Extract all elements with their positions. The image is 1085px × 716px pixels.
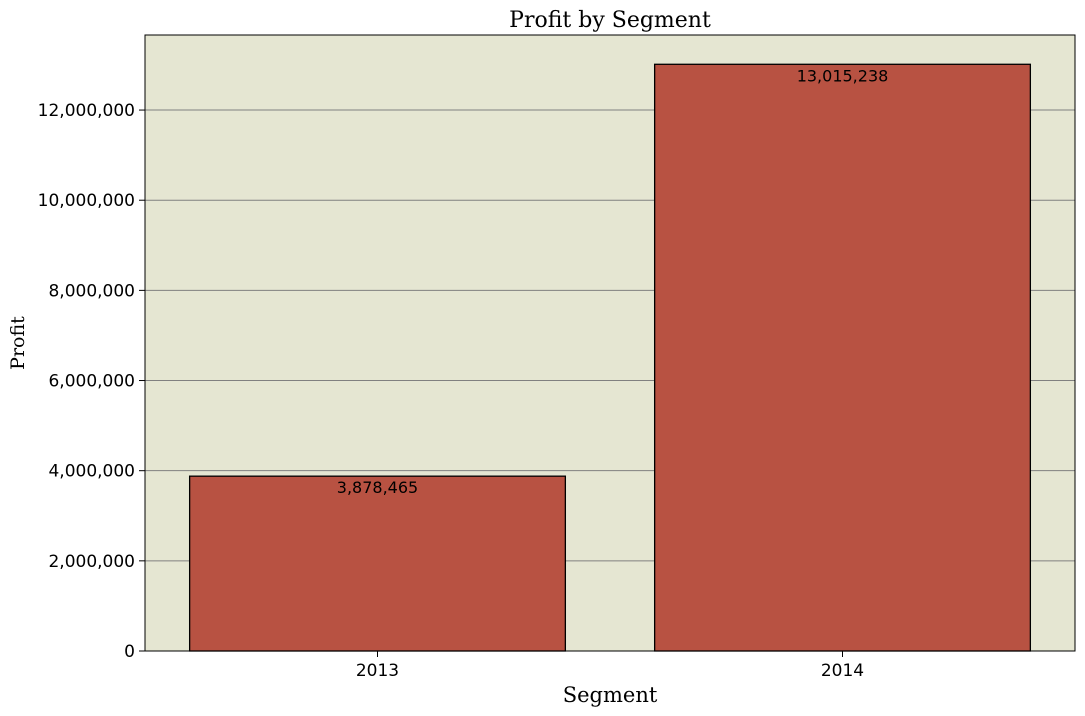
data-label-2014: 13,015,238 xyxy=(797,66,889,85)
y-tick-label: 0 xyxy=(124,642,135,662)
y-tick-label: 8,000,000 xyxy=(48,281,135,301)
y-tick-label: 2,000,000 xyxy=(48,552,135,572)
data-label-2013: 3,878,465 xyxy=(337,478,418,497)
bar-2013 xyxy=(188,475,567,652)
x-axis-label: Segment xyxy=(563,683,658,707)
y-axis-ticks: 0 2,000,000 4,000,000 6,000,000 8,000,000 10,… xyxy=(38,101,145,662)
bars xyxy=(188,63,1032,652)
y-tick-label: 6,000,000 xyxy=(48,372,135,392)
data-labels: 3,878,465 13,015,238 xyxy=(337,66,889,497)
x-tick-label: 2014 xyxy=(821,661,864,681)
y-tick-label: 4,000,000 xyxy=(48,462,135,482)
y-axis-label: Profit xyxy=(7,316,29,370)
x-tick-label: 2013 xyxy=(356,661,399,681)
plot-frame xyxy=(144,34,1076,652)
x-axis-ticks: 2013 2014 xyxy=(356,651,864,681)
y-tick-label: 12,000,000 xyxy=(38,101,135,121)
bar-2014 xyxy=(653,63,1032,652)
chart-title: Profit by Segment xyxy=(509,8,711,33)
y-tick-label: 10,000,000 xyxy=(38,191,135,211)
